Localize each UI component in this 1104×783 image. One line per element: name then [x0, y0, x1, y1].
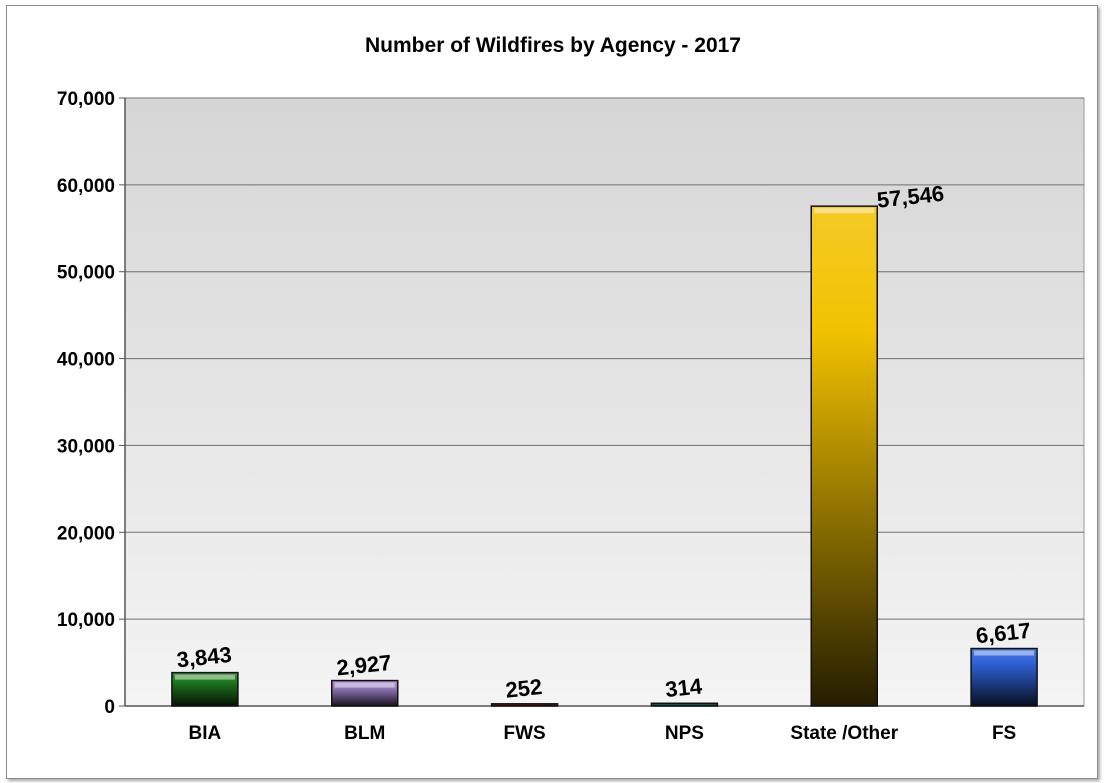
y-tick-label: 40,000	[57, 350, 115, 371]
x-axis: BIA BLM FWS NPS State /Other FS	[189, 723, 1017, 744]
bar-blm	[331, 679, 399, 707]
bar-highlight	[174, 674, 235, 680]
data-label: 2,927	[335, 650, 392, 681]
gridlines	[125, 97, 1084, 707]
bar-highlight	[814, 208, 875, 214]
plot-area	[124, 97, 1085, 707]
bar-fs	[970, 647, 1038, 707]
x-tick-label: NPS	[665, 723, 704, 744]
bar-state-other	[810, 205, 878, 707]
y-tick-label: 70,000	[57, 89, 115, 110]
chart-frame: 0 10,000 20,000 30,000 40,000 50,000 60,000 70,…	[6, 5, 1098, 779]
y-tick-label: 20,000	[57, 523, 115, 544]
data-label: 314	[664, 673, 704, 702]
x-tick-label: BIA	[189, 723, 222, 744]
x-tick-label: State /Other	[790, 723, 898, 744]
data-label: 6,617	[975, 618, 1032, 649]
bar-fws	[490, 703, 559, 707]
y-tick-label: 0	[104, 697, 115, 718]
bar-highlight	[334, 682, 395, 688]
bar-bia	[171, 671, 239, 707]
y-tick-label: 60,000	[57, 176, 115, 197]
data-label: 3,843	[175, 642, 232, 673]
y-axis: 0 10,000 20,000 30,000 40,000 50,000 60,000 70,…	[57, 89, 126, 718]
chart-title: Number of Wildfires by Agency - 2017	[365, 34, 741, 57]
y-tick-label: 50,000	[57, 263, 115, 284]
data-label: 252	[504, 674, 543, 703]
bar-chart: 0 10,000 20,000 30,000 40,000 50,000 60,000 70,…	[57, 34, 1085, 744]
x-tick-label: FS	[992, 723, 1016, 744]
x-tick-label: FWS	[503, 723, 545, 744]
y-tick-label: 30,000	[57, 436, 115, 457]
bar-highlight	[974, 650, 1035, 656]
y-tick-label: 10,000	[57, 610, 115, 631]
bars	[171, 205, 1038, 707]
x-tick-label: BLM	[344, 723, 385, 744]
bar-nps	[650, 702, 719, 707]
